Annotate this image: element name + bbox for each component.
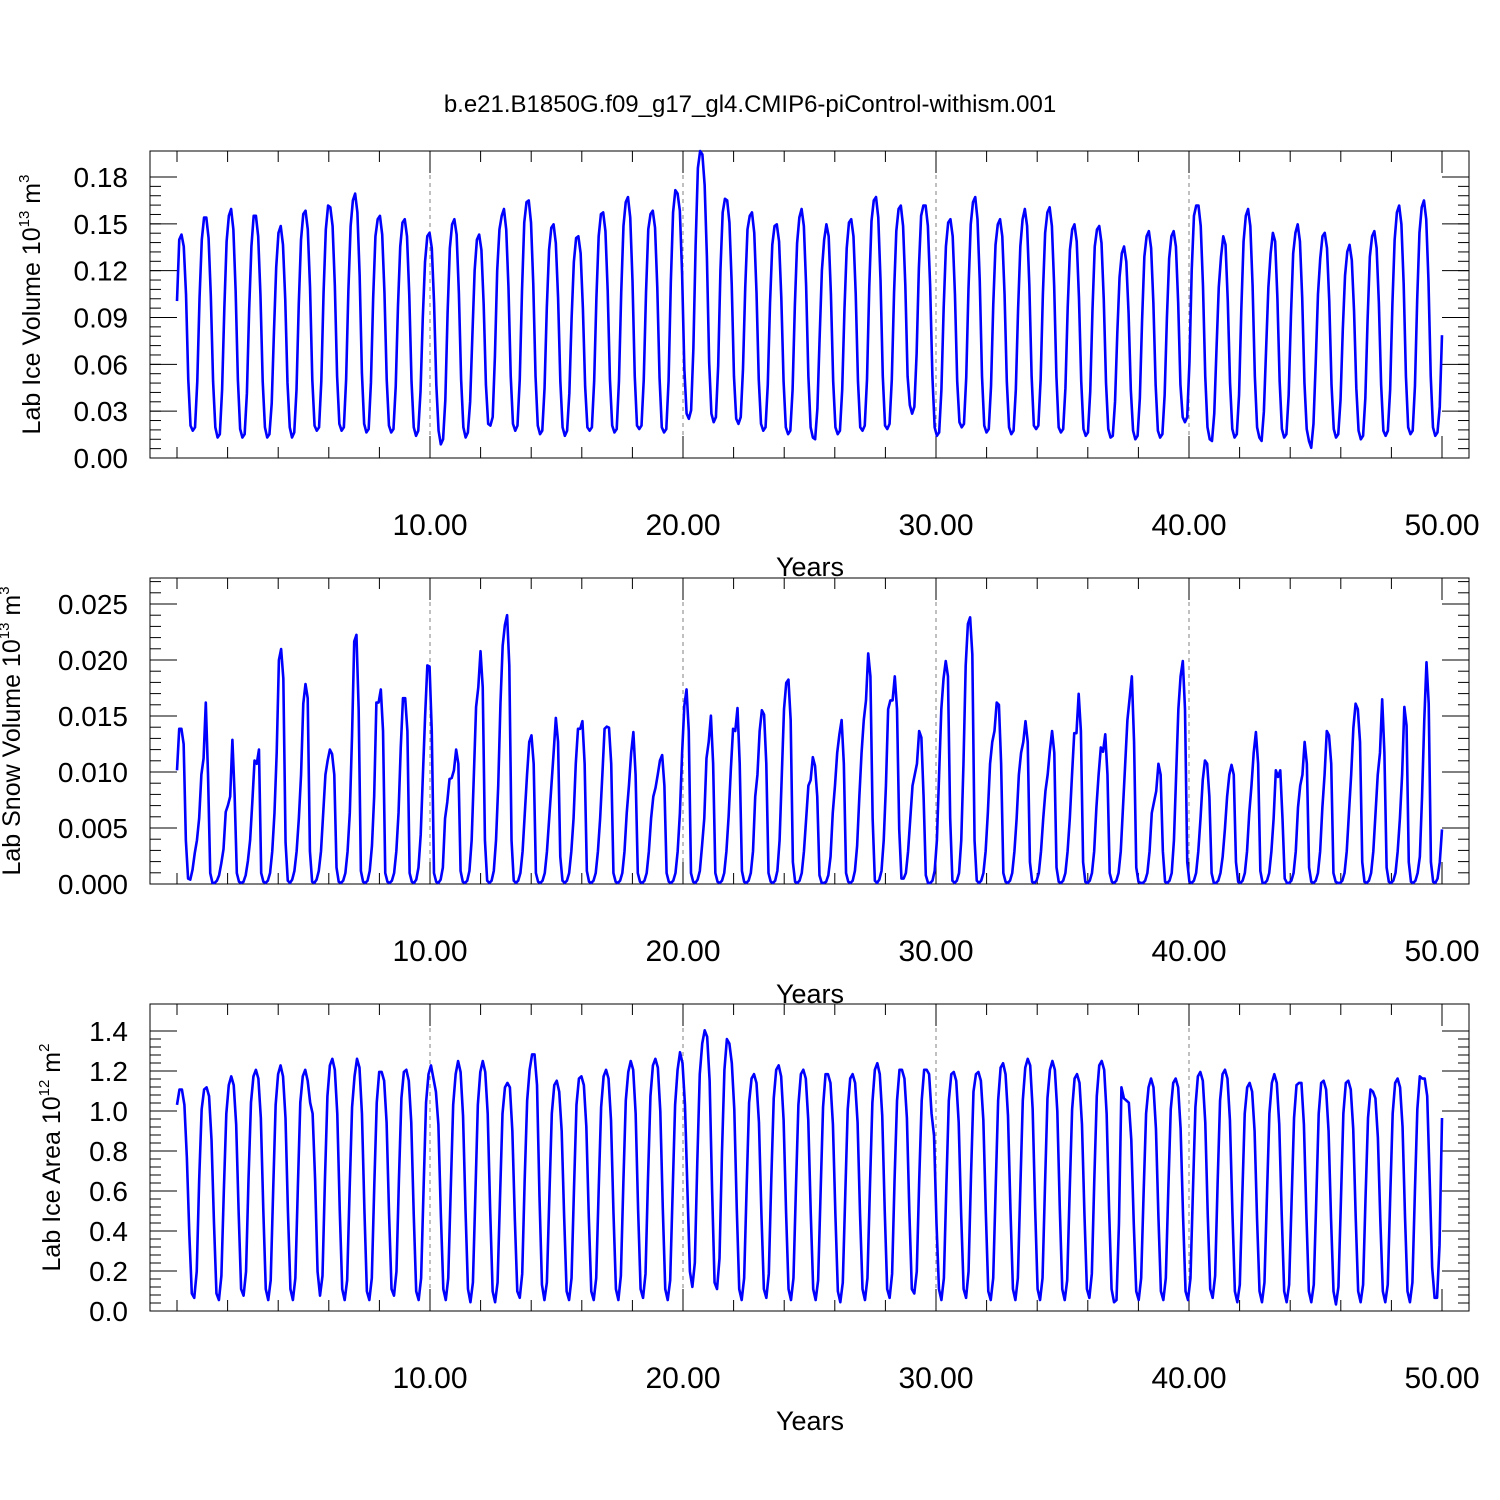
- y-tick-label: 0.2: [89, 1256, 128, 1287]
- plot-frame: [149, 1003, 1470, 1312]
- panels: 0.00 0.03 0.06 0.09 0.12 0.15 0.18 10.00 20.00 30…: [0, 149, 1480, 1436]
- y-tick-label: 0.6: [89, 1176, 128, 1207]
- plot-frame: [149, 577, 1470, 885]
- y-tick-label: 1.4: [89, 1016, 128, 1047]
- series-line: [175, 613, 1444, 885]
- series-line: [175, 149, 1444, 450]
- x-tick-label: 20.00: [645, 509, 720, 542]
- y-tick-label: 1.0: [89, 1096, 128, 1127]
- y-tick-label: 0.12: [74, 256, 129, 287]
- y-tick-label: 0.005: [58, 813, 128, 844]
- panel-1: 0.00 0.03 0.06 0.09 0.12 0.15 0.18 10.00 20.00 30…: [16, 149, 1480, 582]
- x-tick-label: 50.00: [1404, 1362, 1479, 1395]
- x-tick-label: 10.00: [392, 509, 467, 542]
- y-tick-label: 0.09: [74, 303, 129, 334]
- x-tick-label: 50.00: [1404, 935, 1479, 968]
- y-tick-label: 1.2: [89, 1056, 128, 1087]
- x-tick-label: 50.00: [1404, 509, 1479, 542]
- x-tick-label: 40.00: [1151, 935, 1226, 968]
- y-tick-label: 0.000: [58, 869, 128, 900]
- y-axis-label: Lab Snow Volume 1013 m3: [0, 586, 26, 875]
- figure-title: b.e21.B1850G.f09_g17_gl4.CMIP6-piControl…: [444, 91, 1056, 118]
- y-tick-label: 0.0: [89, 1296, 128, 1327]
- y-axis-label: Lab Ice Area 1012 m2: [36, 1044, 66, 1272]
- y-tick-label: 0.18: [74, 162, 129, 193]
- y-tick-label: 0.4: [89, 1216, 128, 1247]
- y-tick-label: 0.15: [74, 209, 129, 240]
- y-tick-label: 0.8: [89, 1136, 128, 1167]
- x-axis-label: Years: [776, 552, 844, 582]
- x-tick-label: 40.00: [1151, 509, 1226, 542]
- series-line: [175, 1029, 1444, 1306]
- y-tick-label: 0.010: [58, 757, 128, 788]
- x-tick-label: 10.00: [392, 1362, 467, 1395]
- x-tick-label: 30.00: [898, 1362, 973, 1395]
- x-axis-label: Years: [776, 1406, 844, 1436]
- y-tick-label: 0.03: [74, 396, 129, 427]
- x-tick-label: 20.00: [645, 935, 720, 968]
- y-tick-label: 0.06: [74, 349, 129, 380]
- y-tick-label: 0.015: [58, 701, 128, 732]
- y-tick-label: 0.020: [58, 645, 128, 676]
- x-tick-label: 30.00: [898, 509, 973, 542]
- y-tick-label: 0.025: [58, 589, 128, 620]
- plot-frame: [149, 150, 1470, 459]
- panel-3: 0.0 0.2 0.4 0.6 0.8 1.0 1.2 1.4 10.00 20.00 30.00 4…: [36, 1003, 1480, 1436]
- x-tick-label: 20.00: [645, 1362, 720, 1395]
- y-axis-label: Lab Ice Volume 1013 m3: [16, 175, 46, 435]
- x-tick-label: 30.00: [898, 935, 973, 968]
- panel-2: 0.000 0.005 0.010 0.015 0.020 0.025 10.00 20.00…: [0, 577, 1480, 1009]
- y-tick-label: 0.00: [74, 443, 129, 474]
- x-tick-label: 10.00: [392, 935, 467, 968]
- x-tick-label: 40.00: [1151, 1362, 1226, 1395]
